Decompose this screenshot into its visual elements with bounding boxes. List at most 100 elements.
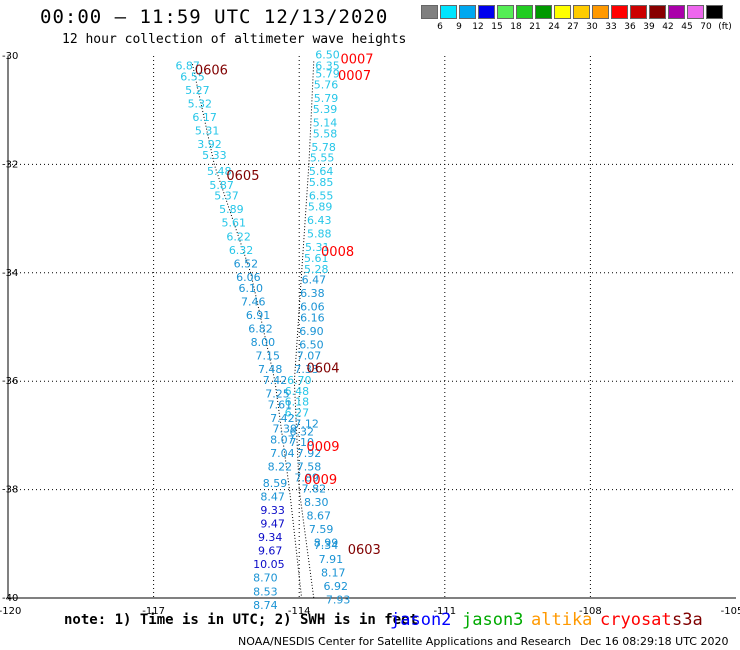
wave-height-value: 6.18 [285, 396, 310, 409]
pass-time-label: 0606 [195, 64, 228, 79]
wave-height-value: 5.76 [314, 79, 339, 92]
wave-height-value: 5.89 [219, 203, 244, 216]
wave-height-value: 6.27 [285, 406, 310, 419]
y-tick-label: -38 [2, 485, 18, 496]
wave-height-value: 7.82 [302, 482, 327, 495]
y-tick-label: -32 [2, 159, 18, 170]
legend-label: 27 [567, 22, 579, 32]
legend-swatch [649, 5, 666, 19]
legend-swatch [706, 5, 723, 19]
wave-height-value: 6.06 [236, 271, 261, 284]
pass-time-label: 0007 [340, 53, 373, 68]
wave-height-value: 5.78 [311, 141, 336, 154]
wave-height-value: 6.06 [300, 301, 325, 314]
x-tick-label: -114 [288, 606, 311, 617]
wave-height-value: 5.58 [313, 127, 338, 140]
wave-height-value: 7.42 [263, 374, 288, 387]
wave-height-value: 6.50 [299, 339, 324, 352]
wave-height-value: 6.43 [307, 214, 332, 227]
wave-height-value: 7.04 [270, 447, 295, 460]
y-tick-label: -30 [2, 51, 18, 62]
wave-height-value: 5.31 [305, 241, 330, 254]
satellite-name: jason2 [390, 610, 452, 630]
wave-height-value: 6.70 [287, 374, 312, 387]
wave-height-value: 6.10 [239, 282, 263, 295]
wave-height-value: 8.59 [263, 477, 288, 490]
wave-height-value: 5.33 [202, 149, 227, 162]
wave-height-value: 5.39 [313, 103, 338, 116]
wave-height-value: 8.70 [253, 572, 277, 585]
wave-height-value: 9.67 [258, 545, 283, 558]
wave-height-value: 7.61 [268, 398, 293, 411]
wave-height-value: 8.67 [306, 509, 331, 522]
legend-label: 21 [529, 22, 541, 32]
wave-height-value: 6.17 [192, 111, 217, 124]
wave-height-value: 7.15 [256, 350, 281, 363]
wave-height-value: 6.52 [234, 257, 259, 270]
legend-swatch [573, 5, 590, 19]
wave-height-value: 7.33 [294, 363, 319, 376]
x-tick-label: -108 [579, 606, 602, 617]
wave-height-value: 7.59 [309, 523, 334, 536]
satellite-track [293, 61, 315, 599]
wave-height-value: 5.89 [308, 200, 333, 213]
legend-label: 39 [643, 22, 655, 32]
wave-height-value: 7.34 [314, 539, 339, 552]
legend-label: 30 [586, 22, 598, 32]
wave-height-value: 6.22 [226, 230, 251, 243]
legend-swatch [554, 5, 571, 19]
wave-height-value: 3.92 [197, 138, 222, 151]
legend-swatch [440, 5, 457, 19]
wave-height-value: 7.42 [270, 412, 295, 425]
x-tick-label: -117 [142, 606, 165, 617]
wave-height-value: 7.89 [294, 471, 319, 484]
legend-swatch [516, 5, 533, 19]
wave-height-value: 6.48 [285, 385, 310, 398]
legend-label: 24 [548, 22, 560, 32]
wave-height-value: 5.88 [307, 228, 332, 241]
wave-height-value: 8.22 [268, 461, 293, 474]
wave-height-value: 5.87 [209, 179, 234, 192]
credit-text: NOAA/NESDIS Center for Satellite Applica… [238, 635, 572, 648]
wave-height-value: 10.05 [253, 558, 284, 571]
wave-height-value: 5.61 [304, 252, 329, 265]
wave-height-value: 8.47 [260, 490, 285, 503]
satellite-tracks [191, 61, 315, 599]
pass-time-label: 0009 [304, 473, 337, 488]
wave-height-value: 5.31 [195, 125, 220, 138]
legend-label: 45 [681, 22, 693, 32]
wave-height-value: 7.10 [289, 436, 314, 449]
wave-height-value: 7.25 [265, 387, 290, 400]
wave-height-value: 5.28 [304, 263, 329, 276]
wave-height-value: 8.07 [270, 434, 295, 447]
wave-height-value: 7.12 [294, 417, 319, 430]
map-grid [7, 56, 736, 599]
wave-height-value: 8.99 [314, 537, 339, 550]
legend-swatch [421, 5, 438, 19]
wave-height-value: 6.38 [300, 287, 325, 300]
pass-time-label: 0603 [348, 543, 381, 558]
legend-swatch [687, 5, 704, 19]
legend-swatch [592, 5, 609, 19]
pass-time-label: 0007 [338, 69, 371, 84]
pass-time-label: 0009 [306, 440, 339, 455]
y-tick-label: -36 [2, 376, 18, 387]
legend-swatch [668, 5, 685, 19]
legend-swatch [459, 5, 476, 19]
x-tick-label: -120 [0, 606, 21, 617]
wave-height-value: 5.32 [188, 97, 213, 110]
wave-height-value: 6.90 [299, 325, 324, 338]
wave-height-value: 6.16 [300, 312, 325, 325]
satellite-name: cryosat [600, 610, 672, 630]
legend-swatch [497, 5, 514, 19]
satellite-name: jason3 [462, 610, 524, 630]
y-tick-label: -34 [2, 268, 18, 279]
wave-height-value: 7.58 [297, 461, 322, 474]
legend-label: 36 [624, 22, 636, 32]
wave-height-value: 5.37 [214, 190, 239, 203]
wave-height-value: 5.79 [314, 92, 339, 105]
satellite-name: s3a [672, 610, 703, 630]
wave-height-value: 7.48 [258, 363, 283, 376]
